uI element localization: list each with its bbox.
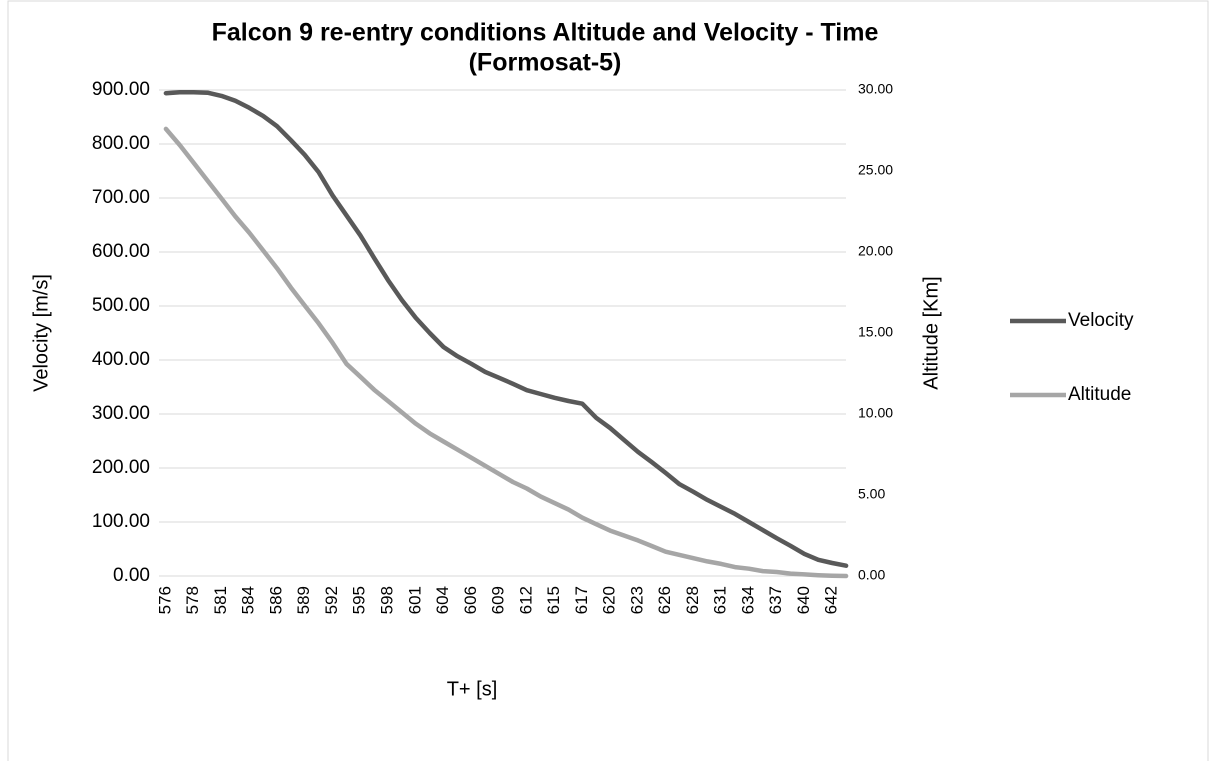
- chart-title: Falcon 9 re-entry conditions Altitude an…: [212, 19, 879, 47]
- y2-tick-label: 25.00: [858, 162, 893, 178]
- x-tick-label: 631: [711, 586, 730, 614]
- x-tick-label: 592: [322, 586, 341, 614]
- x-tick-label: 612: [516, 586, 535, 614]
- x-tick-label: 623: [627, 586, 646, 614]
- y-tick-label: 500.00: [92, 295, 150, 316]
- series-line: [163, 89, 849, 568]
- y2-tick-label: 5.00: [858, 486, 885, 502]
- x-tick-label: 626: [655, 586, 674, 614]
- y-tick-label: 900.00: [92, 79, 150, 100]
- legend-label: Velocity: [1068, 310, 1134, 331]
- series-line: [163, 126, 849, 579]
- x-tick-label: 637: [766, 586, 785, 614]
- y-tick-label: 400.00: [92, 349, 150, 370]
- y2-tick-label: 0.00: [858, 567, 885, 583]
- x-tick-label: 628: [683, 586, 702, 614]
- x-tick-label: 620: [600, 586, 619, 614]
- x-tick-label: 595: [350, 586, 369, 614]
- y2-tick-label: 15.00: [858, 324, 893, 340]
- x-tick-label: 601: [405, 586, 424, 614]
- y-tick-label: 700.00: [92, 187, 150, 208]
- x-tick-label: 589: [294, 586, 313, 614]
- x-tick-label: 642: [822, 586, 841, 614]
- y-tick-label: 100.00: [92, 511, 150, 532]
- x-tick-label: 586: [266, 586, 285, 614]
- x-tick-label: 609: [489, 586, 508, 614]
- x-tick-label: 581: [211, 586, 230, 614]
- x-axis-title: T+ [s]: [447, 678, 498, 700]
- chart-border: [7, 0, 1209, 761]
- y-tick-label: 300.00: [92, 403, 150, 424]
- x-tick-label: 598: [378, 586, 397, 614]
- x-tick-label: 576: [155, 586, 174, 614]
- x-tick-label: 606: [461, 586, 480, 614]
- x-tick-label: 578: [183, 586, 202, 614]
- x-tick-label: 615: [544, 586, 563, 614]
- y2-tick-label: 10.00: [858, 405, 893, 421]
- x-tick-label: 617: [572, 586, 591, 614]
- x-tick-label: 584: [239, 586, 258, 614]
- y-axis-title: Velocity [m/s]: [30, 274, 52, 392]
- y2-axis-title: Altitude [Km]: [920, 276, 942, 389]
- legend-label: Altitude: [1068, 384, 1131, 405]
- x-tick-label: 604: [433, 586, 452, 614]
- y-tick-label: 600.00: [92, 241, 150, 262]
- y-tick-label: 800.00: [92, 133, 150, 154]
- x-tick-label: 640: [794, 586, 813, 614]
- y2-tick-label: 20.00: [858, 243, 893, 259]
- chart-title: (Formosat-5): [469, 49, 622, 77]
- y2-tick-label: 30.00: [858, 81, 893, 97]
- y-tick-label: 200.00: [92, 457, 150, 478]
- x-tick-label: 634: [738, 586, 757, 614]
- y-tick-label: 0.00: [113, 565, 150, 586]
